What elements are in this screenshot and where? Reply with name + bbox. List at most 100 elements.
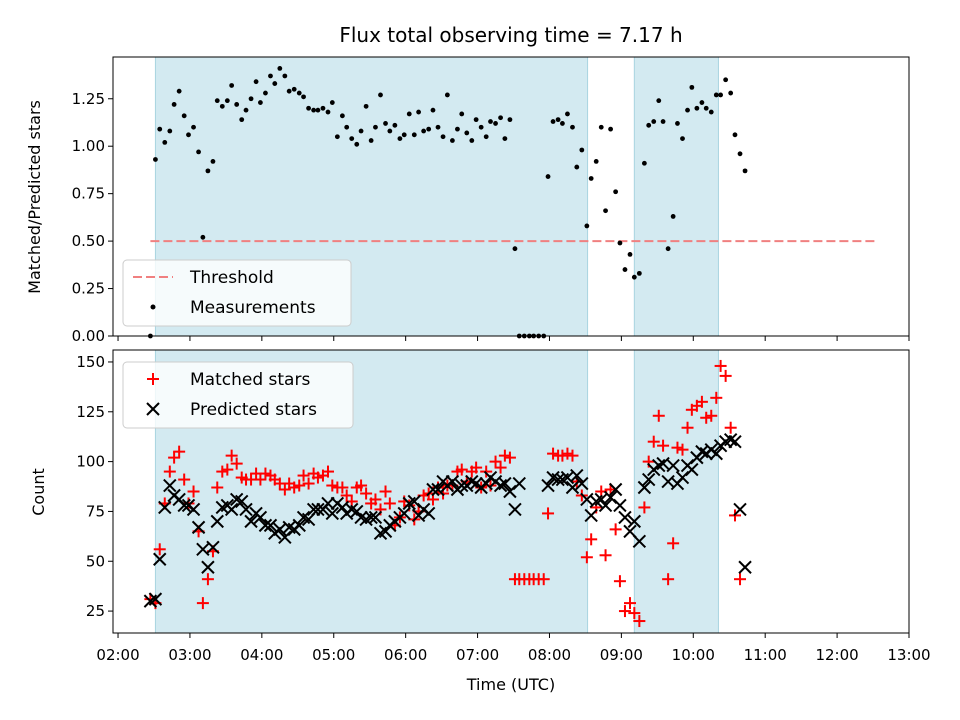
y-tick-label: 1.25 xyxy=(72,90,105,108)
matched-star-point xyxy=(259,467,272,480)
predicted-star-point xyxy=(368,510,383,525)
measurement-point xyxy=(728,90,734,96)
measurement-point xyxy=(488,119,493,124)
matched-star-point xyxy=(302,477,315,490)
measurement-point xyxy=(584,223,590,229)
measurement-point xyxy=(680,136,685,142)
bottom-y-axis-label: Count xyxy=(29,468,48,516)
measurement-point xyxy=(498,115,503,121)
matched-star-point xyxy=(719,369,732,382)
measurement-point xyxy=(670,214,676,219)
x-tick-label: 11:00 xyxy=(744,646,787,664)
measurement-point xyxy=(478,124,484,130)
matched-star-point xyxy=(178,473,191,486)
predicted-star-point xyxy=(508,502,522,517)
matched-star-point xyxy=(201,573,214,586)
measurement-point xyxy=(732,132,738,138)
matched-star-point xyxy=(254,473,267,486)
measurement-point xyxy=(234,102,240,107)
predicted-star-point xyxy=(455,478,469,493)
measurement-point xyxy=(613,189,619,195)
y-tick-label: 150 xyxy=(76,353,105,371)
matched-star-point xyxy=(613,575,626,588)
x-tick-label: 07:00 xyxy=(456,646,499,664)
measurement-point xyxy=(411,132,417,138)
matched-star-point xyxy=(638,501,651,514)
bottom-panel: 25 50 75 100 125 150 02:00 03:00 04:00 05:00 06:0… xyxy=(29,349,931,694)
matched-star-point xyxy=(221,463,234,476)
measurement-point xyxy=(378,92,383,98)
legend-matched-label: Matched stars xyxy=(190,370,310,390)
measurement-point xyxy=(651,119,657,124)
matched-star-point xyxy=(633,615,646,628)
measurement-point xyxy=(401,132,407,138)
predicted-star-point xyxy=(196,542,210,557)
predicted-star-point xyxy=(652,458,666,473)
measurement-point xyxy=(191,124,196,130)
predicted-star-point xyxy=(627,514,642,529)
measurement-point xyxy=(565,111,570,117)
matched-star-point xyxy=(547,447,560,460)
measurement-point xyxy=(205,168,211,174)
matched-star-point xyxy=(480,465,493,478)
chart-title: Flux total observing time = 7.17 h xyxy=(339,23,682,47)
measurement-point xyxy=(574,164,580,170)
measurement-point xyxy=(387,128,393,134)
matched-star-point xyxy=(566,449,579,462)
y-tick-label: 50 xyxy=(86,552,105,570)
predicted-star-point xyxy=(235,494,249,509)
predicted-star-point xyxy=(158,500,172,515)
measurement-point xyxy=(282,73,288,79)
measurement-point xyxy=(449,138,455,143)
matched-star-point xyxy=(609,523,622,536)
measurement-point xyxy=(272,81,278,86)
measurement-point xyxy=(243,107,249,113)
predicted-star-point xyxy=(244,514,258,529)
measurement-point xyxy=(383,121,388,126)
predicted-star-point xyxy=(666,458,680,473)
measurement-point xyxy=(315,107,321,113)
measurement-point xyxy=(685,107,690,113)
x-axis-label: Time (UTC) xyxy=(466,675,555,694)
measurement-point xyxy=(311,107,317,113)
measurement-point xyxy=(339,113,345,119)
measurement-point xyxy=(392,122,398,128)
predicted-star-point xyxy=(608,482,623,497)
matched-star-point xyxy=(225,449,238,462)
predicted-star-point xyxy=(292,518,306,533)
y-tick-label: 100 xyxy=(76,453,105,471)
matched-star-point xyxy=(163,465,176,478)
matched-star-point xyxy=(340,489,353,502)
measurement-point xyxy=(291,86,297,92)
matched-star-point xyxy=(196,597,209,610)
measurement-point xyxy=(627,251,633,257)
measurement-point xyxy=(229,83,235,88)
measurement-point xyxy=(507,117,513,123)
legend-matched-swatch xyxy=(147,373,159,385)
matched-star-point xyxy=(489,455,502,468)
measurement-point xyxy=(263,90,268,96)
predicted-star-point xyxy=(421,506,436,521)
matched-star-point xyxy=(681,421,694,434)
predicted-star-point xyxy=(397,506,411,521)
top-panel: 0.00 0.25 0.50 0.75 1.00 1.25 Matched/Predict… xyxy=(25,56,910,345)
matched-star-point xyxy=(173,445,186,458)
measurement-point xyxy=(665,246,671,252)
measurement-point xyxy=(210,158,216,164)
measurement-point xyxy=(181,113,187,119)
measurement-point xyxy=(560,121,565,126)
measurement-point xyxy=(421,128,427,134)
measurement-point xyxy=(483,134,489,140)
predicted-star-point xyxy=(733,502,747,517)
matched-star-point xyxy=(542,507,555,520)
matched-star-point xyxy=(556,449,569,462)
predicted-star-point xyxy=(445,474,460,489)
predicted-star-point xyxy=(465,474,479,489)
x-tick-label: 03:00 xyxy=(168,646,211,664)
predicted-star-point xyxy=(541,478,555,493)
measurement-point xyxy=(502,136,508,142)
measurement-point xyxy=(153,157,158,162)
predicted-star-point xyxy=(364,510,378,525)
x-tick-label: 04:00 xyxy=(240,646,283,664)
